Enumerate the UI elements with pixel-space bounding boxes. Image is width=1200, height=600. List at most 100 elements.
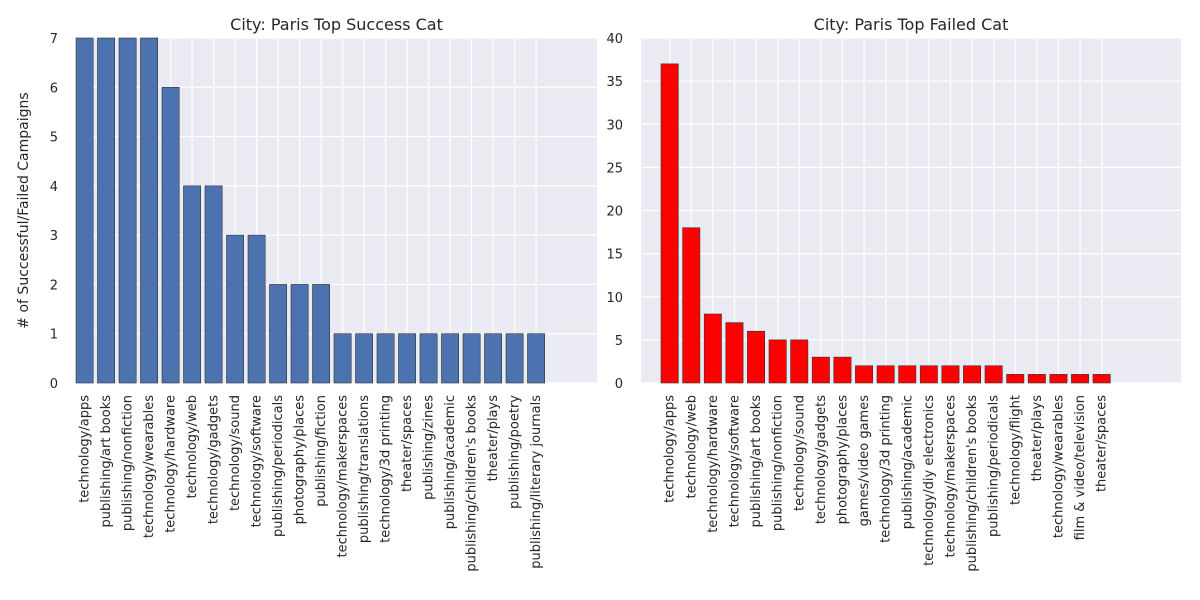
success-bar: [226, 234, 245, 384]
failed-x-tick-label: publishing/academic: [900, 395, 915, 529]
success-chart-title: City: Paris Top Success Cat: [230, 15, 443, 34]
success-x-tick-label: technology/software: [250, 395, 265, 527]
failed-y-tick-label: 20: [606, 205, 623, 220]
failed-y-tick-label: 25: [606, 161, 623, 176]
failed-bar: [790, 339, 809, 384]
success-y-tick-label: 2: [50, 278, 58, 293]
failed-x-tick-label: photography/places: [835, 395, 850, 525]
success-bar: [398, 333, 417, 384]
success-bar: [355, 333, 374, 384]
failed-x-tick-label: technology/diy electronics: [922, 395, 937, 566]
failed-x-ticks: technology/apps technology/web technology/…: [663, 395, 1110, 572]
failed-bar: [1006, 374, 1025, 384]
success-bar: [419, 333, 438, 384]
success-bar: [97, 37, 116, 384]
success-bars: [75, 37, 546, 384]
failed-x-tick-label: technology/wearables: [1051, 395, 1066, 538]
failed-bars: [660, 63, 1111, 384]
failed-bar: [984, 365, 1003, 384]
failed-bar: [833, 356, 852, 384]
success-bar: [441, 333, 460, 384]
success-bar: [247, 234, 266, 384]
success-x-tick-label: publishing/zines: [422, 395, 437, 500]
success-x-tick-label: publishing/literary journals: [529, 395, 544, 569]
failed-bar: [1027, 374, 1046, 384]
failed-x-tick-label: games/video games: [857, 395, 872, 527]
success-x-tick-label: photography/places: [293, 395, 308, 525]
failed-x-tick-label: technology/sound: [792, 395, 807, 511]
failed-bar: [747, 330, 766, 384]
failed-y-tick-label: 35: [606, 75, 623, 90]
failed-y-tick-label: 30: [606, 118, 623, 133]
success-x-tick-label: publishing/fiction: [314, 395, 329, 507]
success-x-tick-label: technology/apps: [78, 395, 93, 503]
success-chart: 0 1 2 3 4 5 6 7 technology/apps publishing/art b…: [16, 15, 597, 572]
success-bar: [484, 333, 503, 384]
success-x-tick-label: publishing/nonfiction: [121, 395, 136, 531]
success-bar: [290, 284, 309, 384]
success-bar: [333, 333, 352, 384]
success-bar: [269, 284, 288, 384]
success-x-tick-label: technology/web: [185, 395, 200, 498]
failed-y-tick-label: 10: [606, 291, 623, 306]
success-x-tick-label: theater/spaces: [400, 395, 415, 492]
success-x-tick-label: publishing/poetry: [508, 395, 523, 509]
success-bar: [312, 284, 331, 384]
success-bar: [161, 86, 180, 384]
success-bar: [118, 37, 137, 384]
failed-x-tick-label: technology/flight: [1008, 395, 1023, 505]
success-y-tick-label: 0: [50, 377, 58, 392]
failed-bar: [941, 365, 960, 384]
success-y-tick-label: 6: [50, 81, 58, 96]
success-bar: [140, 37, 159, 384]
failed-x-tick-label: theater/spaces: [1095, 395, 1110, 492]
failed-chart-title: City: Paris Top Failed Cat: [814, 15, 1009, 34]
success-bar: [183, 185, 202, 384]
success-y-ticks: 0 1 2 3 4 5 6 7: [50, 32, 58, 392]
failed-x-tick-label: publishing/children's books: [965, 395, 980, 572]
failed-x-tick-label: theater/plays: [1030, 395, 1045, 482]
success-x-tick-label: technology/sound: [228, 395, 243, 511]
failed-bar: [725, 322, 744, 384]
success-x-tick-label: publishing/periodicals: [271, 395, 286, 537]
success-x-tick-label: publishing/translations: [357, 395, 372, 543]
failed-bar: [898, 365, 917, 384]
success-x-ticks: technology/apps publishing/art books publi…: [78, 395, 544, 572]
failed-x-tick-label: technology/3d printing: [879, 395, 894, 543]
failed-bar: [703, 313, 722, 384]
failed-bar: [963, 365, 982, 384]
success-y-axis-label: # of Successful/Failed Campaigns: [16, 92, 32, 328]
success-y-tick-label: 1: [50, 328, 58, 343]
failed-y-tick-label: 40: [606, 32, 623, 47]
success-y-tick-label: 3: [50, 229, 58, 244]
failed-bar: [1049, 374, 1068, 384]
success-x-tick-label: technology/hardware: [164, 395, 179, 533]
success-bar: [527, 333, 546, 384]
success-x-tick-label: technology/makerspaces: [336, 395, 351, 558]
success-bar: [462, 333, 481, 384]
success-bar: [204, 185, 223, 384]
failed-y-tick-label: 0: [615, 377, 623, 392]
failed-x-tick-label: technology/web: [684, 395, 699, 498]
failed-bar: [876, 365, 895, 384]
success-x-tick-label: technology/wearables: [142, 395, 157, 538]
success-bar: [376, 333, 395, 384]
success-bar: [75, 37, 94, 384]
failed-bar: [768, 339, 787, 384]
failed-x-tick-label: publishing/periodicals: [987, 395, 1002, 537]
success-x-tick-label: technology/3d printing: [379, 395, 394, 543]
failed-y-tick-label: 15: [606, 248, 623, 263]
failed-x-tick-label: technology/makerspaces: [943, 395, 958, 558]
failed-x-tick-label: publishing/art books: [749, 395, 764, 528]
failed-x-tick-label: publishing/nonfiction: [771, 395, 786, 531]
success-x-tick-label: publishing/children's books: [465, 395, 480, 572]
success-x-tick-label: theater/plays: [486, 395, 501, 482]
success-x-tick-label: publishing/academic: [443, 395, 458, 529]
failed-bar: [660, 63, 679, 384]
success-x-tick-label: publishing/art books: [99, 395, 114, 528]
success-x-tick-label: technology/gadgets: [207, 395, 222, 524]
failed-x-tick-label: technology/software: [727, 395, 742, 527]
failed-bar: [919, 365, 938, 384]
